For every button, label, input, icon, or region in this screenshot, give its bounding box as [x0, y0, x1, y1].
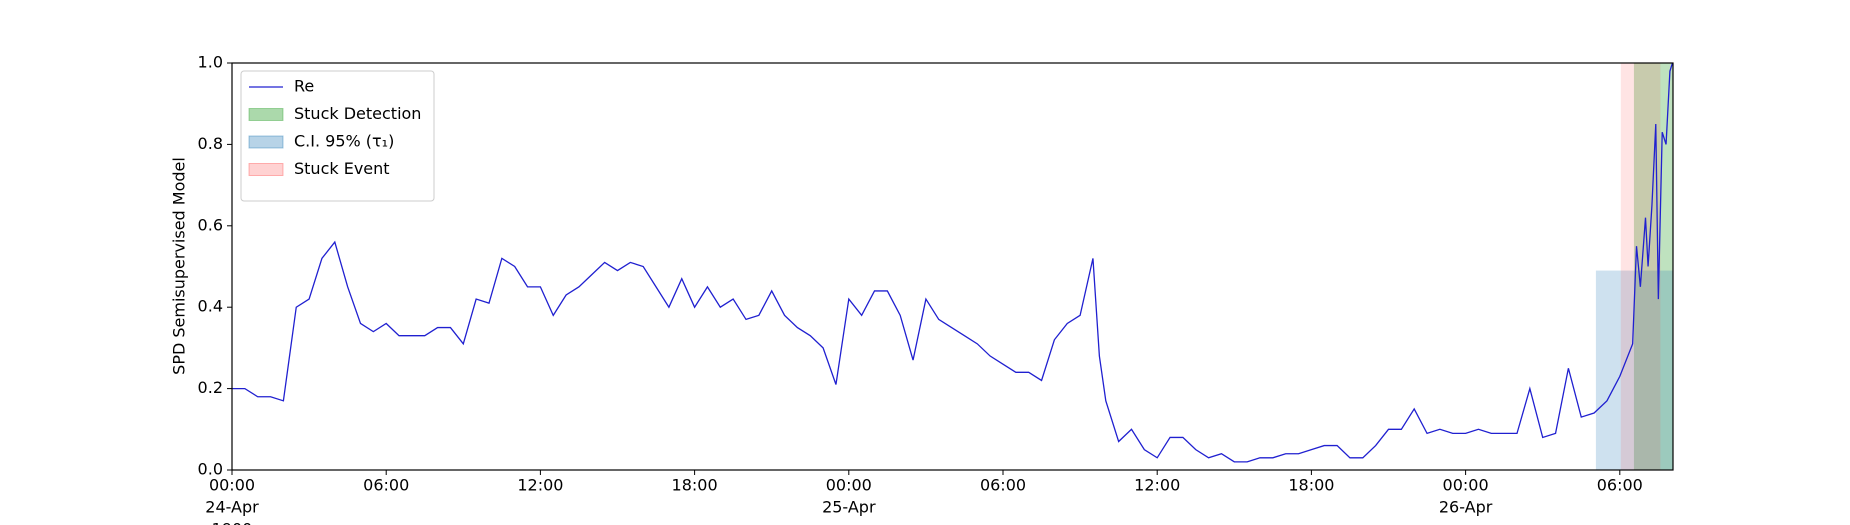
span [1620, 63, 1661, 470]
x-date-label: 26-Apr [1439, 498, 1493, 517]
x-tick-label: 06:00 [1597, 476, 1643, 495]
x-tick-label: 00:00 [1443, 476, 1489, 495]
x-tick-label: 00:00 [826, 476, 872, 495]
x-year-label: 1900 [212, 520, 253, 525]
y-tick-label: 0.0 [198, 460, 223, 479]
x-tick-label: 06:00 [363, 476, 409, 495]
y-tick-label: 0.4 [198, 297, 223, 316]
y-tick-label: 0.2 [198, 378, 223, 397]
data-line [232, 62, 1674, 463]
x-tick-label: 12:00 [517, 476, 563, 495]
legend-box [240, 70, 435, 202]
x-tick-label: 00:00 [209, 476, 255, 495]
y-tick-label: 0.6 [198, 215, 223, 234]
legend-label: Stuck Detection [294, 104, 421, 123]
legend-label: Stuck Event [294, 159, 390, 178]
legend-patch [248, 163, 284, 176]
x-tick-label: 12:00 [1134, 476, 1180, 495]
y-tick-label: 1.0 [198, 53, 223, 72]
y-axis-label: SPD Semisupervised Model [170, 157, 189, 375]
y-tick-label: 0.8 [198, 134, 223, 153]
legend-patch [248, 135, 284, 149]
x-tick-label: 18:00 [1288, 476, 1334, 495]
plot-frame [231, 62, 1674, 471]
x-tick-label: 06:00 [980, 476, 1026, 495]
legend-label: C.I. 95% (τ₁) [294, 132, 394, 151]
legend-label: Re [294, 77, 314, 96]
legend-patch [248, 108, 284, 121]
x-tick-label: 18:00 [672, 476, 718, 495]
x-date-label: 25-Apr [822, 498, 876, 517]
x-date-label: 24-Apr [205, 498, 259, 517]
